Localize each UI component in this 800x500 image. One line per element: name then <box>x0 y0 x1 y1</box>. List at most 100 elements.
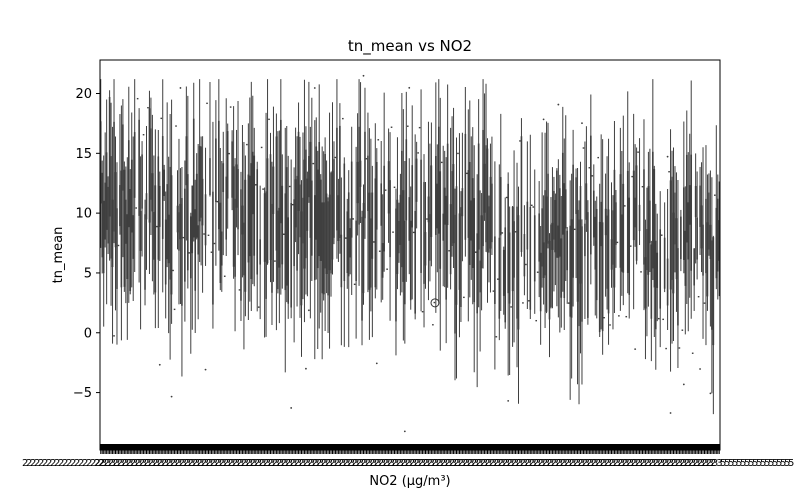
box-body <box>241 205 244 235</box>
box <box>302 132 304 300</box>
box <box>263 187 266 338</box>
box <box>420 89 422 312</box>
x-tick-label: 23 <box>201 458 214 469</box>
box-body <box>107 186 109 244</box>
box-body <box>327 201 329 296</box>
box <box>468 100 471 298</box>
box-body <box>516 206 518 319</box>
x-tick-label: 5 <box>772 458 778 469</box>
box <box>445 157 447 344</box>
box-body <box>318 142 321 257</box>
box <box>311 97 313 282</box>
x-tick-label: 23 <box>484 458 497 469</box>
x-tick-label: 23 <box>334 458 347 469</box>
x-tick-label: 23 <box>276 458 289 469</box>
box-body <box>343 163 346 281</box>
box-body <box>225 176 228 240</box>
box <box>122 99 124 258</box>
box <box>570 173 573 379</box>
box-body <box>306 178 309 231</box>
x-tick-label: 23 <box>462 458 475 469</box>
box-body <box>443 187 446 225</box>
box <box>598 183 601 337</box>
box-body <box>460 207 462 307</box>
box-body <box>635 165 638 261</box>
box <box>399 173 402 296</box>
x-tick-label: 23 <box>179 458 192 469</box>
box <box>201 136 204 293</box>
box-body <box>405 139 408 221</box>
box-body <box>191 185 194 254</box>
box-body <box>381 243 384 278</box>
box <box>315 117 318 280</box>
box-body <box>358 126 360 225</box>
box-body <box>482 129 484 247</box>
x-tick-label: 23 <box>458 458 471 469</box>
x-tick-label: 23 <box>360 458 373 469</box>
box <box>595 196 598 319</box>
box <box>473 145 476 373</box>
x-tick-label: 23 <box>697 458 710 469</box>
box <box>643 119 645 311</box>
box <box>700 162 703 273</box>
box-body <box>176 205 179 233</box>
box <box>178 138 180 305</box>
box-body <box>677 248 679 326</box>
box-body <box>313 195 316 281</box>
box-body <box>198 146 201 222</box>
box <box>508 206 511 376</box>
box-body <box>563 183 566 299</box>
box <box>612 195 614 330</box>
x-tick-label: 23 <box>311 458 324 469</box>
box-body <box>375 162 378 230</box>
box-body <box>607 209 610 314</box>
box-body <box>584 223 586 257</box>
box <box>436 144 439 273</box>
box <box>569 180 571 400</box>
box <box>460 191 462 323</box>
box-body <box>322 202 325 295</box>
box <box>455 137 458 379</box>
box <box>476 174 478 388</box>
box-body <box>619 174 622 268</box>
box <box>486 138 489 303</box>
box <box>234 158 236 332</box>
box <box>458 133 461 338</box>
x-tick-label: 23 <box>657 458 670 469</box>
box-body <box>189 216 192 279</box>
box <box>708 173 710 256</box>
x-tick-label: 23 <box>582 458 595 469</box>
x-tick-label: 23 <box>555 458 568 469</box>
x-tick-label: 23 <box>542 458 555 469</box>
box-body <box>370 218 372 288</box>
box-body <box>449 204 452 275</box>
box <box>494 161 496 370</box>
box <box>105 99 108 305</box>
box <box>346 198 349 289</box>
x-tick-label: 23 <box>586 458 599 469</box>
box-body <box>179 203 182 240</box>
x-tick-label: 23 <box>143 458 156 469</box>
x-tick-label: 23 <box>635 458 648 469</box>
box <box>694 153 697 264</box>
box <box>170 99 173 398</box>
x-tick-label: 23 <box>564 458 577 469</box>
x-tick-label: 23 <box>99 458 112 469</box>
box <box>502 246 505 315</box>
x-tick-label: 23 <box>369 458 382 469</box>
x-tick-label: 2 <box>38 458 44 469</box>
x-tick-label: 23 <box>121 458 134 469</box>
box-body <box>598 221 601 333</box>
box-body <box>680 216 682 260</box>
x-tick-label: 2 <box>30 458 36 469</box>
outlier <box>634 348 637 350</box>
box <box>303 79 306 323</box>
x-tick-label: 23 <box>710 458 723 469</box>
box-body <box>367 155 369 212</box>
box <box>435 82 437 313</box>
box <box>339 103 341 254</box>
box-body <box>659 229 662 309</box>
box-body <box>439 171 442 269</box>
x-tick-label: 23 <box>422 458 435 469</box>
x-tick-label: 23 <box>298 458 311 469</box>
